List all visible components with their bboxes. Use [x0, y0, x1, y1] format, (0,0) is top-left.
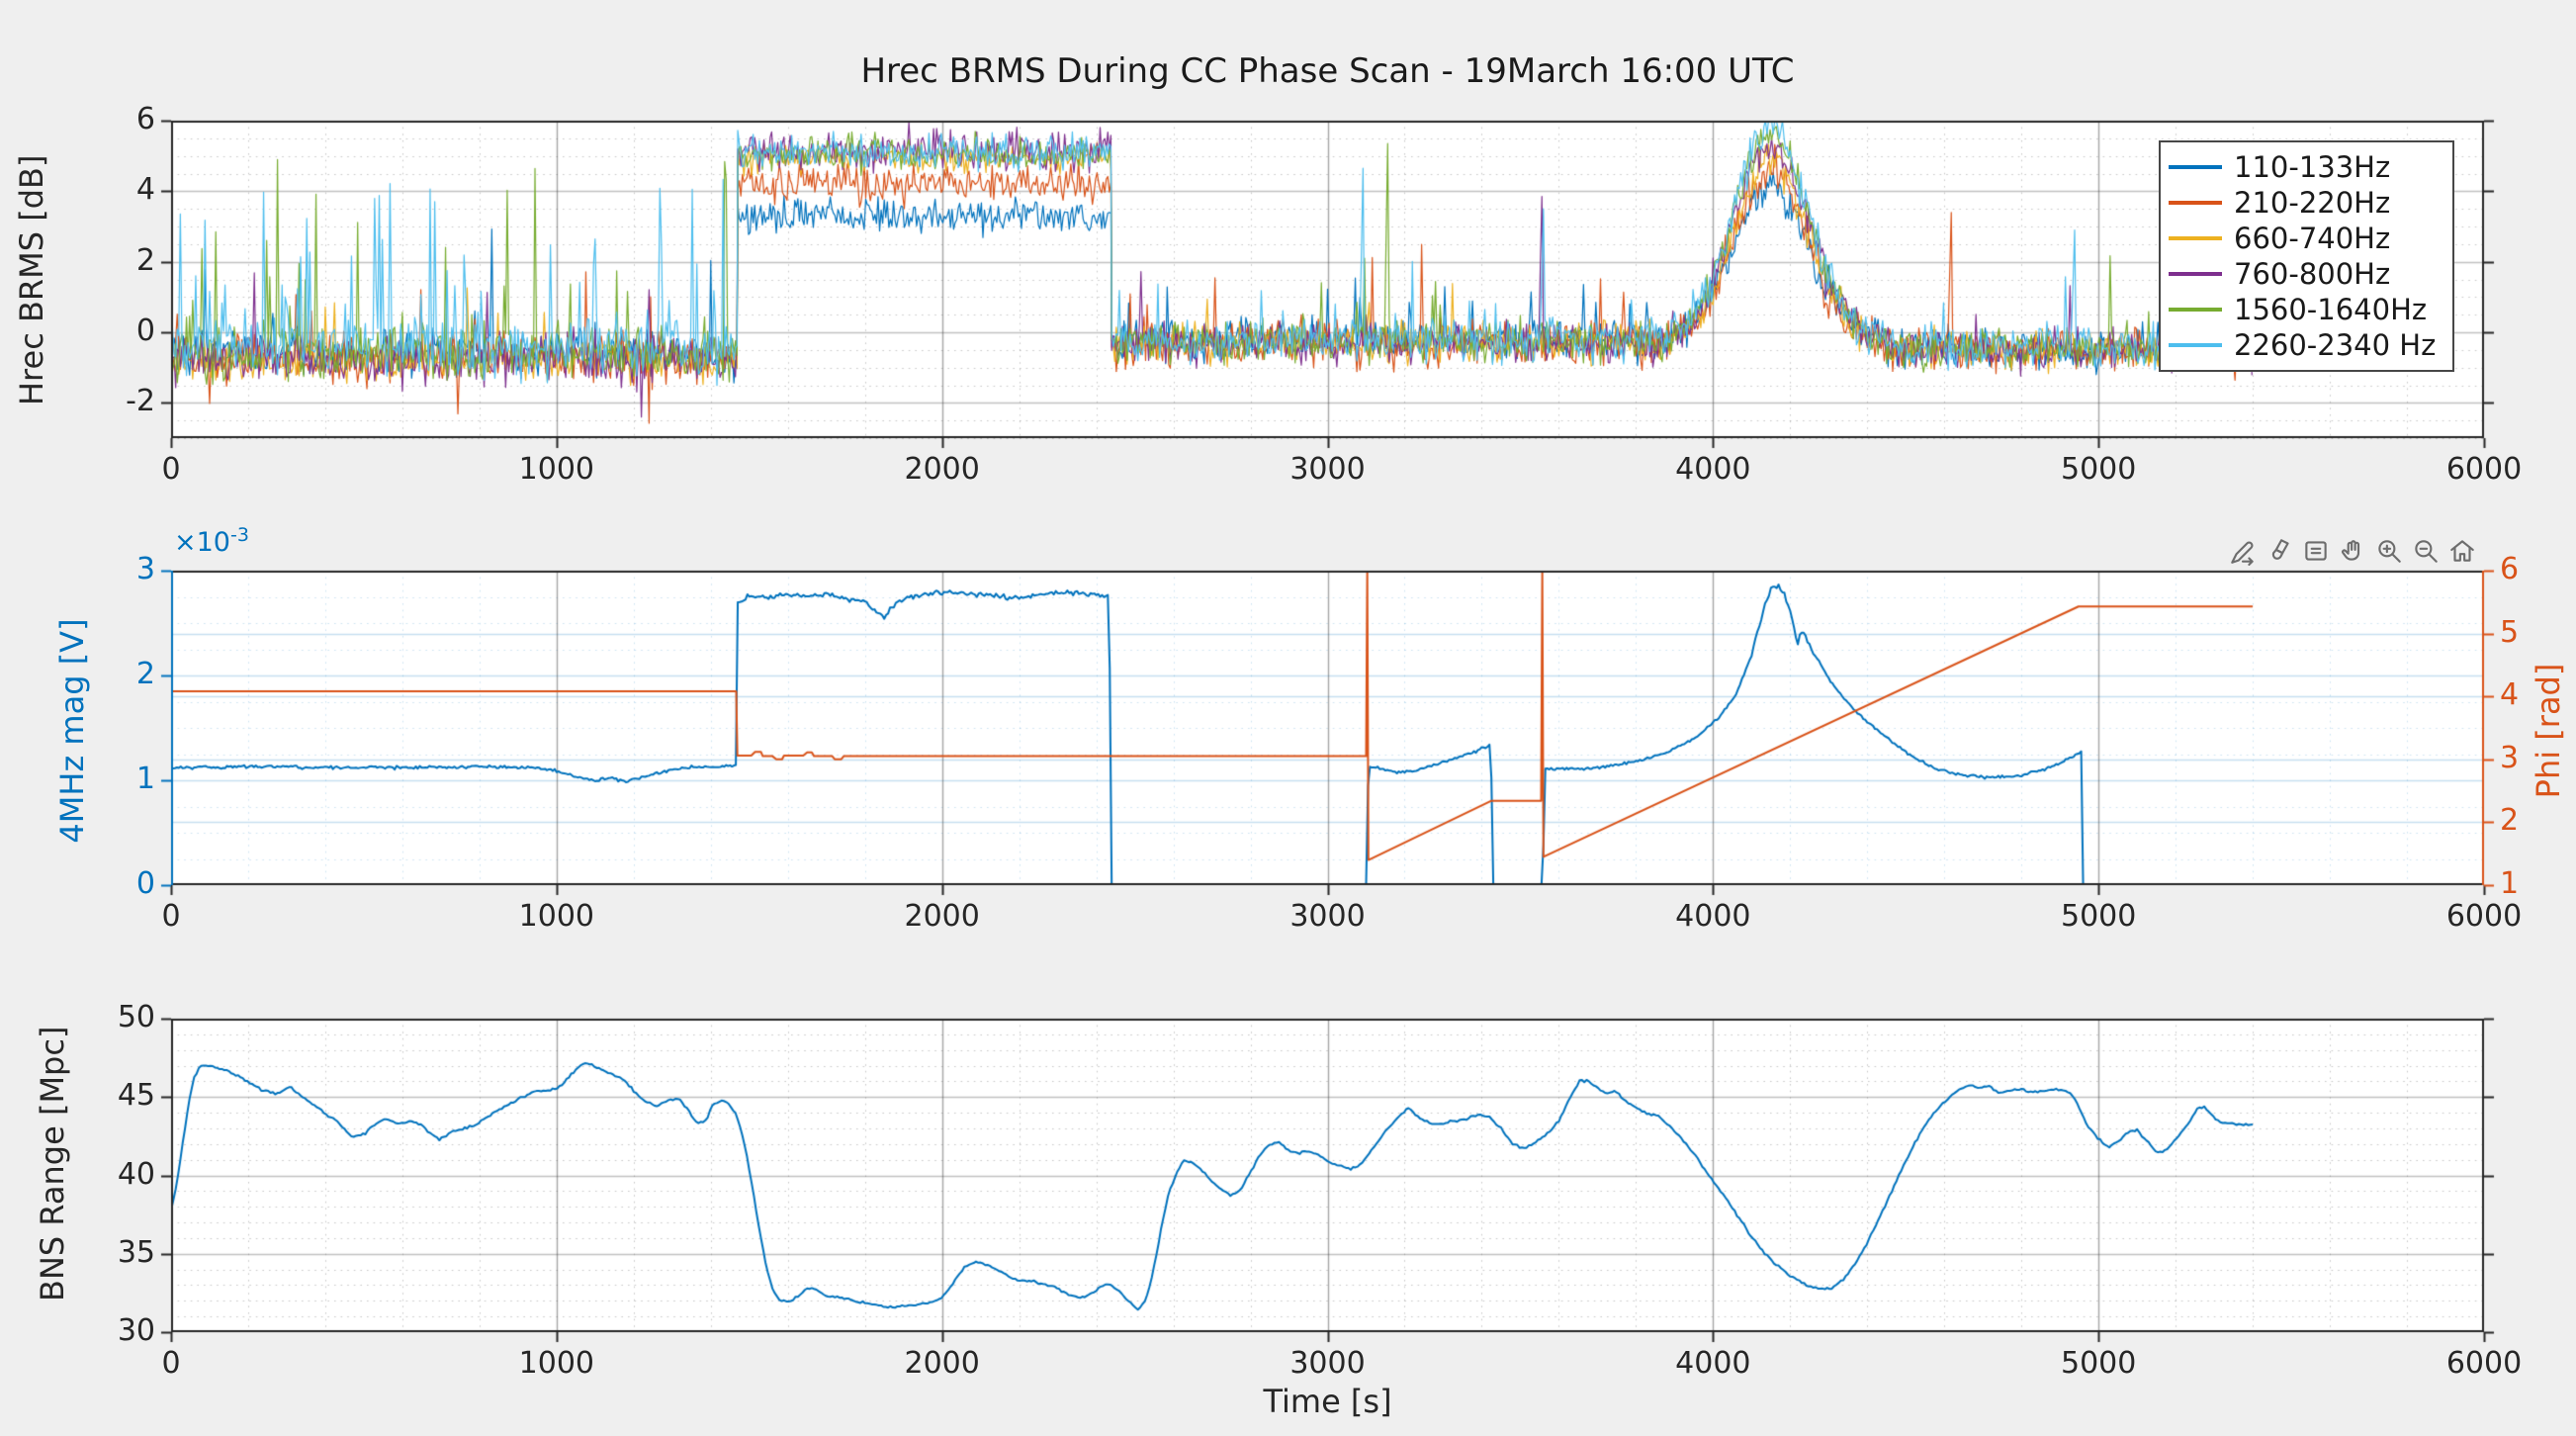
- legend-entry[interactable]: 210-220Hz: [2169, 185, 2443, 221]
- y-tick-label: 45: [117, 1078, 155, 1113]
- y-tick-label: 50: [117, 999, 155, 1034]
- axes-toolbar: [2226, 534, 2479, 568]
- x-tick-label: 3000: [1289, 1346, 1366, 1381]
- restore-view-icon[interactable]: [2445, 534, 2479, 568]
- legend-line-swatch: [2169, 308, 2222, 312]
- figure-title: Hrec BRMS During CC Phase Scan - 19March…: [860, 51, 1795, 91]
- y-tick-label: 0: [135, 313, 155, 348]
- brush-icon[interactable]: [2263, 534, 2296, 568]
- x-axis-label: Time [s]: [1263, 1383, 1392, 1420]
- y-axis-exponent-label: ×10-3: [174, 524, 249, 558]
- middle-plot-right-y-axis-label: Phi [rad]: [2530, 663, 2567, 799]
- y-tick-label-right: 5: [2500, 614, 2520, 650]
- legend-label: 110-133Hz: [2234, 150, 2391, 184]
- legend-entry[interactable]: 760-800Hz: [2169, 256, 2443, 292]
- top-plot-y-axis-label: Hrec BRMS [dB]: [13, 154, 50, 405]
- y-tick-label-right: 2: [2500, 803, 2520, 839]
- x-tick-label: 6000: [2445, 452, 2523, 487]
- y-tick-label-right: 3: [2500, 740, 2520, 775]
- x-tick-label: 3000: [1289, 452, 1366, 487]
- y-tick-label: 40: [117, 1156, 155, 1192]
- y-tick-label: 35: [117, 1234, 155, 1270]
- y-tick-label-right: 4: [2500, 676, 2520, 712]
- x-tick-label: 0: [161, 452, 181, 487]
- legend-line-swatch: [2169, 201, 2222, 205]
- y-tick-label: 1: [135, 761, 155, 796]
- legend-entry[interactable]: 1560-1640Hz: [2169, 292, 2443, 327]
- legend-label: 760-800Hz: [2234, 257, 2391, 291]
- y-tick-label: 30: [117, 1312, 155, 1348]
- y-tick-label: 6: [135, 101, 155, 136]
- zoom-in-icon[interactable]: [2372, 534, 2406, 568]
- middle-plot-left-y-axis-label: 4MHz mag [V]: [53, 618, 91, 844]
- x-tick-label: 0: [161, 1346, 181, 1381]
- legend-label: 210-220Hz: [2234, 186, 2391, 220]
- x-tick-label: 1000: [518, 899, 595, 934]
- x-tick-label: 2000: [904, 452, 980, 487]
- x-tick-label: 3000: [1289, 899, 1366, 934]
- legend-entry[interactable]: 110-133Hz: [2169, 149, 2443, 185]
- bottom-plot-y-axis-label: BNS Range [Mpc]: [34, 1026, 71, 1301]
- x-tick-label: 1000: [518, 452, 595, 487]
- x-tick-label: 4000: [1675, 899, 1751, 934]
- legend-line-swatch: [2169, 236, 2222, 240]
- x-tick-label: 2000: [904, 1346, 980, 1381]
- x-tick-label: 6000: [2445, 1346, 2523, 1381]
- y-tick-label-right: 6: [2500, 551, 2520, 586]
- legend-entry[interactable]: 660-740Hz: [2169, 221, 2443, 256]
- zoom-out-icon[interactable]: [2409, 534, 2443, 568]
- x-tick-label: 2000: [904, 899, 980, 934]
- legend-label: 660-740Hz: [2234, 222, 2391, 255]
- x-tick-label: 5000: [2060, 1346, 2137, 1381]
- x-tick-label: 0: [161, 899, 181, 934]
- x-tick-label: 4000: [1675, 452, 1751, 487]
- y-tick-label: 0: [135, 865, 155, 901]
- y-tick-label: 4: [135, 172, 155, 208]
- y-tick-label: -2: [126, 384, 155, 419]
- y-tick-label: 3: [135, 551, 155, 586]
- legend-label: 1560-1640Hz: [2234, 293, 2428, 326]
- legend-line-swatch: [2169, 165, 2222, 169]
- data-tips-icon[interactable]: [2299, 534, 2333, 568]
- export-icon[interactable]: [2226, 534, 2260, 568]
- x-tick-label: 5000: [2060, 452, 2137, 487]
- legend-line-swatch: [2169, 272, 2222, 276]
- y-tick-label: 2: [135, 242, 155, 278]
- y-tick-label-right: 1: [2500, 865, 2520, 901]
- x-tick-label: 6000: [2445, 899, 2523, 934]
- y-tick-label: 2: [135, 656, 155, 691]
- x-tick-label: 4000: [1675, 1346, 1751, 1381]
- legend-entry[interactable]: 2260-2340 Hz: [2169, 327, 2443, 363]
- legend-label: 2260-2340 Hz: [2234, 328, 2437, 362]
- pan-icon[interactable]: [2336, 534, 2369, 568]
- x-tick-label: 5000: [2060, 899, 2137, 934]
- legend-box[interactable]: 110-133Hz 210-220Hz 660-740Hz 760-800Hz 1560…: [2159, 140, 2454, 372]
- x-tick-label: 1000: [518, 1346, 595, 1381]
- legend-line-swatch: [2169, 343, 2222, 347]
